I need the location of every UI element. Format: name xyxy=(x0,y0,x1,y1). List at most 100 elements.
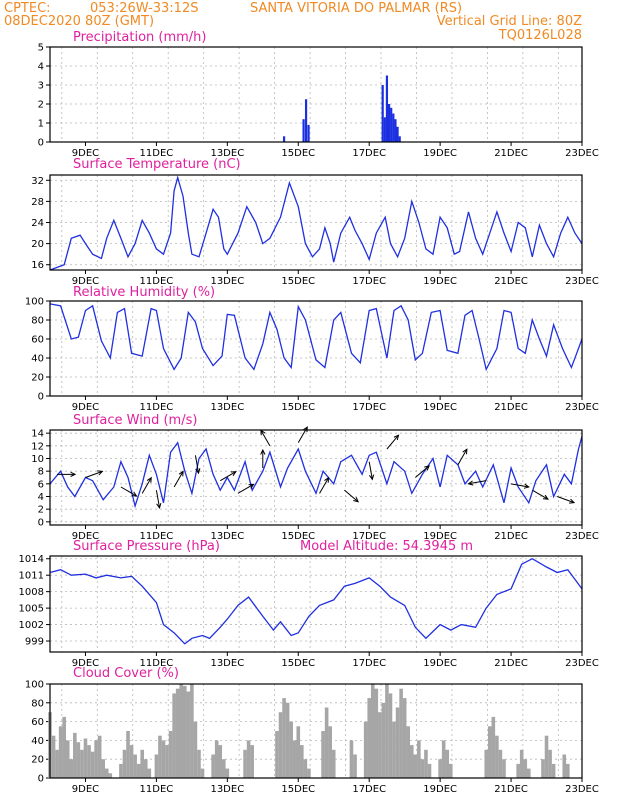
panel-title-cloud: Cloud Cover (%) xyxy=(73,666,179,681)
x-tick-label: 15DEC xyxy=(281,276,315,287)
precip-bar xyxy=(396,126,399,142)
cloud-bar xyxy=(83,738,88,778)
x-tick-label: 21DEC xyxy=(494,531,528,542)
cloud-bar xyxy=(108,773,113,778)
x-tick-label: 19DEC xyxy=(423,402,457,413)
y-tick-label: 1 xyxy=(38,119,44,130)
cloud-bar xyxy=(420,759,425,778)
header-model: TQ0126L028 xyxy=(498,28,582,43)
precip-bar xyxy=(383,117,386,142)
cloud-bar xyxy=(328,726,332,778)
cloud-bar xyxy=(296,726,301,778)
panel-pressure: Surface Pressure (hPa) 999 1002 1005 1008 101… xyxy=(19,539,599,669)
cloud-bar xyxy=(211,754,215,778)
cloud-bar xyxy=(65,740,70,778)
cloud-bar xyxy=(399,688,403,778)
cloud-bar xyxy=(516,763,520,778)
panel-title-wind: Surface Wind (m/s) xyxy=(73,413,197,428)
cloud-bar xyxy=(193,721,198,778)
y-tick-label: 32 xyxy=(31,176,44,187)
cloud-bar xyxy=(409,745,414,778)
cloud-bar xyxy=(445,749,450,778)
cloud-bar xyxy=(58,726,63,778)
x-tick-label: 19DEC xyxy=(423,276,457,287)
cloud-bar xyxy=(214,740,219,778)
cloud-bar xyxy=(221,759,226,778)
x-tick-label: 11DEC xyxy=(140,276,174,287)
cloud-bar xyxy=(129,745,134,778)
y-tick-label: 1002 xyxy=(19,620,44,631)
precip-bar xyxy=(394,119,397,142)
cloud-bar xyxy=(502,759,506,778)
cloud-bar xyxy=(385,684,389,778)
cloud-bar xyxy=(243,749,247,778)
cloud-bar xyxy=(282,698,286,778)
x-tick-label: 15DEC xyxy=(281,784,315,795)
wind-arrow xyxy=(467,480,487,486)
x-tick-label: 23DEC xyxy=(565,402,599,413)
wind-arrow xyxy=(319,476,330,494)
cloud-bar xyxy=(395,707,400,778)
cloud-bar xyxy=(147,768,152,778)
x-tick-label: 13DEC xyxy=(210,148,244,159)
precip-bar xyxy=(387,104,391,142)
y-tick-label: 20 xyxy=(31,755,44,766)
x-tick-label: 17DEC xyxy=(352,531,386,542)
wind-series-line xyxy=(49,436,583,509)
cloud-bar xyxy=(69,759,74,778)
x-tick-label: 19DEC xyxy=(423,658,457,669)
cloud-bar xyxy=(392,721,396,778)
cloud-bar xyxy=(562,754,567,778)
cloud-bar xyxy=(353,754,357,778)
cloud-bar xyxy=(76,742,81,778)
cloud-bar xyxy=(285,702,290,778)
y-tick-label: 60 xyxy=(31,717,44,728)
cloud-bar xyxy=(62,716,66,778)
cloud-bar xyxy=(363,721,368,778)
cloud-bar xyxy=(179,684,184,778)
panel-temp: Surface Temperature (nC) 16 20 24 28 32 9DEC 11… xyxy=(31,157,599,287)
x-tick-label: 9DEC xyxy=(72,276,99,287)
precip-bar xyxy=(381,85,384,142)
x-tick-label: 21DEC xyxy=(494,276,528,287)
x-tick-label: 13DEC xyxy=(210,531,244,542)
cloud-bar xyxy=(300,745,304,778)
y-tick-label: 10 xyxy=(31,454,44,465)
x-tick-label: 15DEC xyxy=(281,402,315,413)
cloud-bar xyxy=(94,740,98,778)
header-grid-note: Vertical Grid Line: 80Z xyxy=(437,14,582,29)
wind-arrow xyxy=(260,429,271,447)
x-tick-label: 23DEC xyxy=(565,658,599,669)
model-altitude: Model Altitude: 54.3945 m xyxy=(300,539,473,554)
y-tick-label: 24 xyxy=(31,218,44,229)
cloud-bar xyxy=(168,731,173,778)
cloud-bar xyxy=(140,749,145,778)
cloud-bar xyxy=(225,768,230,778)
panel-frame-pressure xyxy=(49,555,583,653)
cloud-bar xyxy=(101,759,105,778)
y-tick-label: 28 xyxy=(31,197,44,208)
temp-series-line xyxy=(49,175,583,271)
cloud-bar xyxy=(321,731,325,778)
cloud-bar xyxy=(566,763,570,778)
wind-arrow xyxy=(173,470,184,488)
cloud-bar xyxy=(200,768,205,778)
y-tick-label: 20 xyxy=(31,373,44,384)
humidity-series-line xyxy=(49,303,583,372)
wind-arrow xyxy=(457,448,468,466)
x-tick-label: 15DEC xyxy=(281,531,315,542)
y-tick-label: 40 xyxy=(31,736,44,747)
y-tick-label: 2 xyxy=(38,100,44,111)
cloud-bar xyxy=(51,735,56,778)
cloud-bar xyxy=(175,688,180,778)
y-tick-label: 80 xyxy=(31,698,44,709)
cloud-bar xyxy=(331,749,336,778)
x-tick-label: 11DEC xyxy=(140,531,174,542)
x-tick-label: 19DEC xyxy=(423,531,457,542)
x-tick-label: 15DEC xyxy=(281,658,315,669)
cloud-bar xyxy=(417,740,421,778)
panel-title-pressure: Surface Pressure (hPa) xyxy=(73,539,220,554)
wind-arrow xyxy=(141,476,152,494)
precip-bar xyxy=(392,113,395,142)
